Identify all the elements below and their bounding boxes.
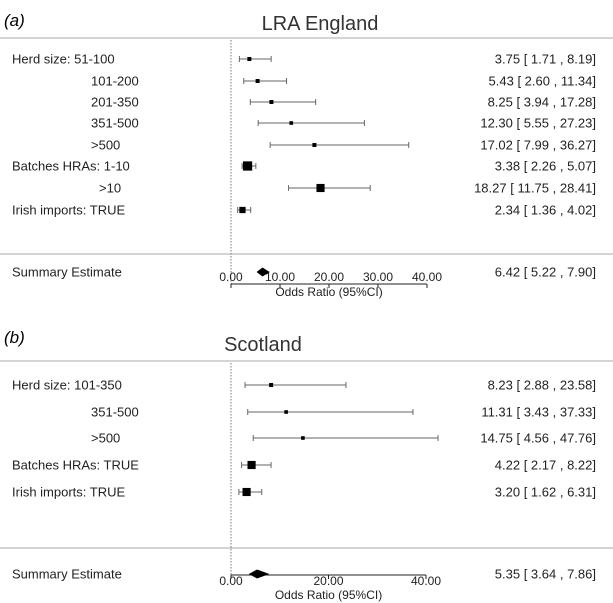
panel-a-point-estimate — [269, 100, 274, 104]
panel-b-point-estimate — [301, 436, 305, 440]
panel-a-ci-value: 5.43 [ 2.60 , 11.34] — [489, 74, 596, 89]
panel-b-point-estimate — [284, 410, 288, 414]
panel-b-row-label: Batches HRAs: TRUE — [12, 458, 139, 473]
panel-a-summary-diamond — [256, 267, 270, 277]
panel-a-point-estimate — [247, 57, 252, 61]
panel-b-x-axis-title: Odds Ratio (95%CI) — [275, 588, 382, 602]
panel-a-row-label: >10 — [99, 181, 121, 196]
panel-a-row-label: Herd size: 51-100 — [12, 52, 115, 67]
panel-a-summary-label: Summary Estimate — [12, 265, 122, 280]
panel-a-title: LRA England — [262, 13, 379, 35]
panel-b-point-estimate — [247, 460, 256, 470]
panel-b-ci-value: 11.31 [ 3.43 , 37.33] — [481, 405, 596, 420]
panel-b-row-label: 351-500 — [91, 405, 139, 420]
panel-a-summary-ci-value: 6.42 [ 5.22 , 7.90] — [495, 265, 596, 280]
panel-b-ci-value: 8.23 [ 2.88 , 23.58] — [488, 378, 596, 393]
panel-b-summary-ci-value: 5.35 [ 3.64 , 7.86] — [495, 567, 596, 582]
panel-b-row-label: Irish imports: TRUE — [12, 485, 125, 500]
panel-a-row-label: >500 — [91, 138, 120, 153]
panel-b-x-tick-label: 40.00 — [411, 574, 441, 588]
panel-a-ci-value: 8.25 [ 3.94 , 17.28] — [488, 95, 596, 110]
panel-a-point-estimate — [316, 183, 325, 193]
panel-b-ci-value: 14.75 [ 4.56 , 47.76] — [480, 431, 596, 446]
panel-b-label: (b) — [4, 328, 25, 347]
panel-a-row-label: 351-500 — [91, 116, 139, 131]
panel-a-row-label: 101-200 — [91, 74, 139, 89]
panel-b-ci-value: 3.20 [ 1.62 , 6.31] — [495, 485, 596, 500]
panel-a-point-estimate — [242, 161, 253, 171]
panel-b-point-estimate — [269, 383, 274, 387]
panel-a-ci-value: 12.30 [ 5.55 , 27.23] — [480, 116, 596, 131]
panel-a-ci-value: 2.34 [ 1.36 , 4.02] — [495, 203, 596, 218]
panel-b-row-label: >500 — [91, 431, 120, 446]
panel-a-point-estimate — [255, 79, 260, 83]
panel-a-row-label: Irish imports: TRUE — [12, 203, 125, 218]
panel-a-x-tick-label: 10.00 — [265, 270, 295, 284]
panel-a-label: (a) — [4, 11, 25, 30]
panel-a-x-tick-label: 30.00 — [363, 270, 393, 284]
panel-a-row-label: Batches HRAs: 1-10 — [12, 159, 130, 174]
panel-a-x-tick-label: 0.00 — [219, 270, 243, 284]
panel-b-title: Scotland — [224, 334, 302, 356]
panel-a-x-tick-label: 20.00 — [314, 270, 344, 284]
panel-a-ci-value: 18.27 [ 11.75 , 28.41] — [474, 181, 596, 196]
panel-a-point-estimate — [289, 121, 294, 125]
panel-a-ci-value: 3.75 [ 1.71 , 8.19] — [495, 52, 596, 67]
panel-b-x-tick-label: 20.00 — [313, 574, 343, 588]
panel-a-x-axis-title: Odds Ratio (95%CI) — [275, 285, 382, 299]
panel-b: (b) Scotland 0.00 20.00 40.00 Odds Ratio (9… — [0, 328, 613, 602]
panel-b-row-label: Herd size: 101-350 — [12, 378, 122, 393]
panel-b-ci-value: 4.22 [ 2.17 , 8.22] — [495, 458, 596, 473]
panel-a-point-estimate — [312, 143, 317, 147]
panel-a-ci-value: 3.38 [ 2.26 , 5.07] — [495, 159, 596, 174]
panel-a-ci-value: 17.02 [ 7.99 , 36.27] — [480, 138, 596, 153]
panel-a-x-tick-label: 40.00 — [412, 270, 442, 284]
panel-a: (a) LRA England 0.00 10.00 20.00 30.00 40.00… — [0, 11, 613, 299]
panel-b-point-estimate — [242, 487, 251, 497]
panel-a-point-estimate — [239, 206, 246, 214]
panel-b-summary-label: Summary Estimate — [12, 567, 122, 582]
panel-a-row-label: 201-350 — [91, 95, 139, 110]
panel-b-x-tick-label: 0.00 — [219, 574, 243, 588]
panel-b-summary-diamond — [248, 569, 270, 579]
